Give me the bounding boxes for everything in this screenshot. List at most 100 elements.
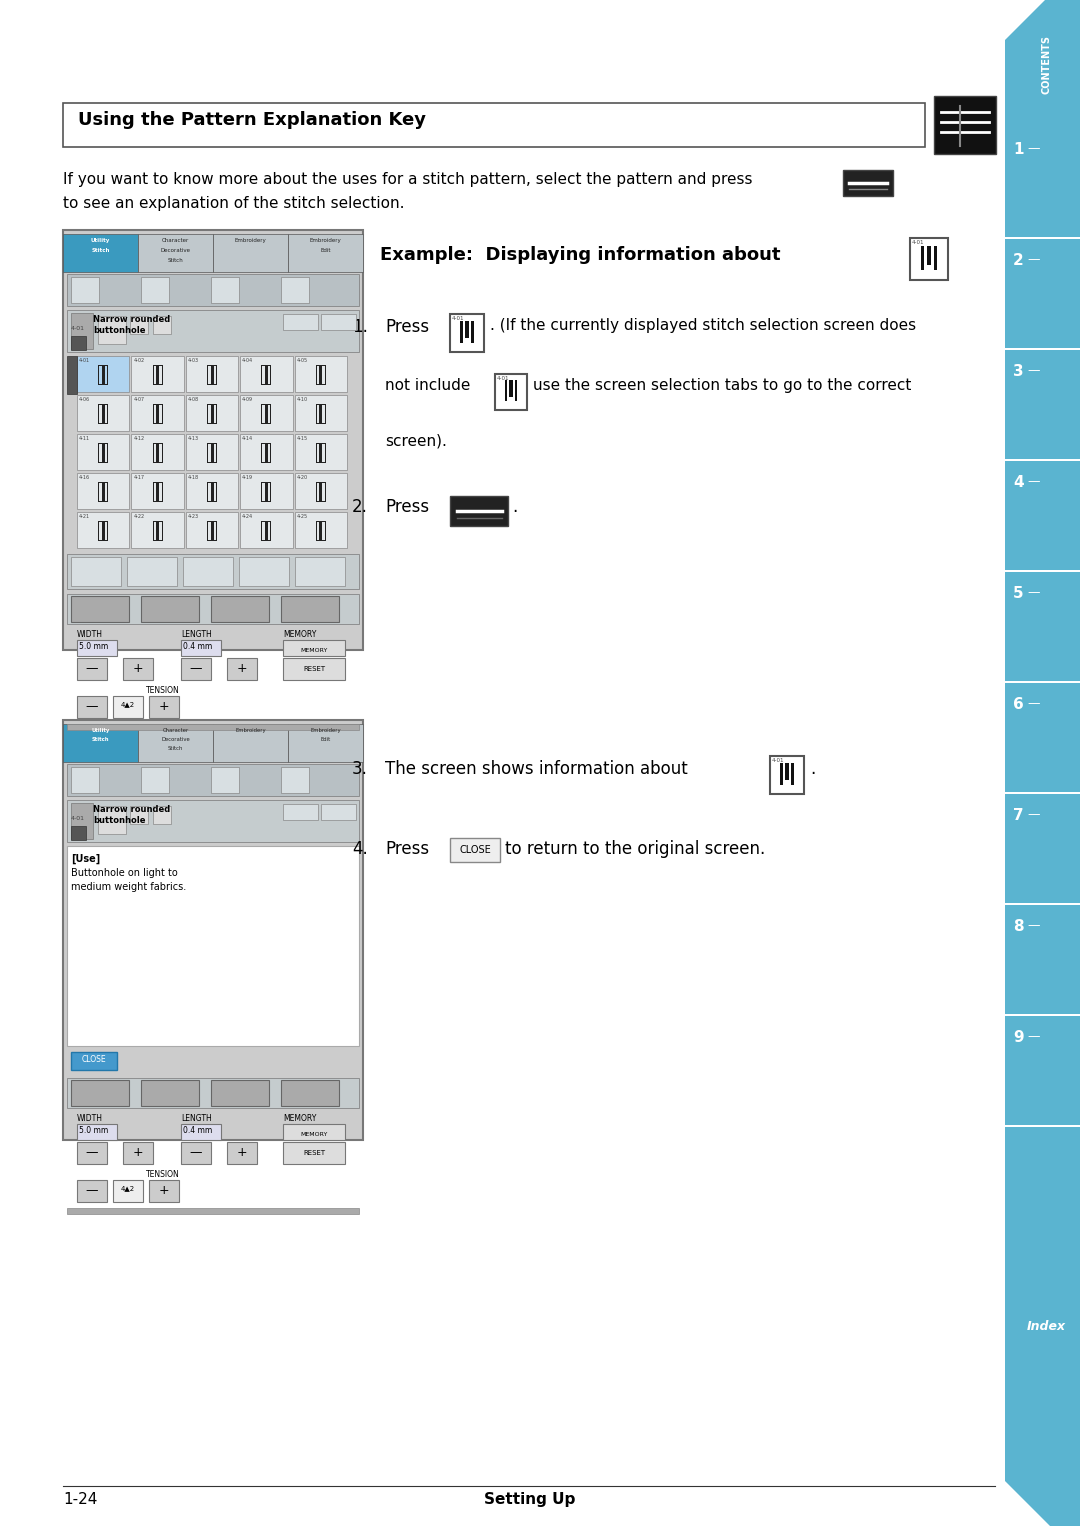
Bar <box>211 444 214 462</box>
Bar <box>152 482 163 502</box>
Bar <box>71 826 86 839</box>
Bar <box>265 484 268 501</box>
Text: MEMORY: MEMORY <box>283 630 316 639</box>
Bar <box>102 404 105 423</box>
Text: The screen shows information about: The screen shows information about <box>384 760 688 778</box>
Bar <box>99 484 107 501</box>
Text: Utility: Utility <box>92 728 110 732</box>
Bar <box>1005 905 1080 1013</box>
Bar <box>149 1180 179 1202</box>
Text: 4-13: 4-13 <box>188 436 199 441</box>
Bar <box>207 520 217 542</box>
Text: 4-06: 4-06 <box>79 397 90 401</box>
Text: not include: not include <box>384 378 471 394</box>
Bar <box>321 804 356 819</box>
Text: 4-10: 4-10 <box>297 397 308 401</box>
Text: 4-01: 4-01 <box>79 359 90 363</box>
Text: Stitch: Stitch <box>167 746 184 751</box>
Bar <box>153 484 162 501</box>
Bar <box>283 658 345 681</box>
Bar <box>149 696 179 719</box>
Bar <box>186 395 239 430</box>
Bar <box>132 395 184 430</box>
Bar <box>181 658 211 681</box>
Text: 4-03: 4-03 <box>188 359 199 363</box>
Bar <box>98 443 108 462</box>
Text: LENGTH: LENGTH <box>181 1114 212 1123</box>
Text: 4-01: 4-01 <box>772 758 784 763</box>
Bar <box>265 444 268 462</box>
Text: Narrow rounded: Narrow rounded <box>93 806 171 813</box>
Bar <box>320 366 322 385</box>
Bar <box>153 316 171 334</box>
Bar <box>211 768 239 794</box>
Bar <box>207 482 217 502</box>
Text: RESET: RESET <box>302 665 325 671</box>
Text: Press: Press <box>384 317 429 336</box>
Bar <box>71 557 121 586</box>
Bar <box>181 1141 211 1164</box>
Bar <box>71 313 93 349</box>
Text: Buttonhole on light to: Buttonhole on light to <box>71 868 178 877</box>
Bar <box>98 316 126 343</box>
Text: .: . <box>512 497 517 516</box>
Bar <box>157 484 159 501</box>
Bar <box>152 443 163 462</box>
Text: 9: 9 <box>1013 1030 1024 1045</box>
Bar <box>99 444 107 462</box>
Bar <box>1005 1128 1080 1526</box>
Text: 4▲2: 4▲2 <box>121 1186 135 1190</box>
Text: 6: 6 <box>1013 697 1024 713</box>
Text: 4-20: 4-20 <box>297 475 308 481</box>
Bar <box>315 520 326 542</box>
Bar <box>315 365 326 385</box>
Bar <box>227 1141 257 1164</box>
Text: Embroidery: Embroidery <box>235 728 266 732</box>
Text: +: + <box>159 1184 170 1198</box>
Text: [Use]: [Use] <box>71 855 100 864</box>
Bar <box>67 554 359 589</box>
Bar <box>261 404 271 424</box>
Bar <box>921 246 936 270</box>
Bar <box>320 484 322 501</box>
Text: +: + <box>237 1146 247 1160</box>
Text: +: + <box>237 662 247 676</box>
Bar <box>63 233 138 272</box>
Text: Using the Pattern Explanation Key: Using the Pattern Explanation Key <box>78 111 426 130</box>
Text: 4-01: 4-01 <box>71 327 85 331</box>
Bar <box>67 845 359 1045</box>
Text: 0.4 mm: 0.4 mm <box>183 642 213 652</box>
Bar <box>240 513 293 548</box>
Bar <box>67 356 77 394</box>
Bar <box>132 473 184 510</box>
Bar <box>320 522 322 540</box>
Bar <box>186 356 239 392</box>
Bar <box>77 639 117 656</box>
Bar <box>71 768 99 794</box>
Bar <box>67 310 359 353</box>
Text: 4-25: 4-25 <box>297 514 308 519</box>
Text: Utility: Utility <box>91 238 110 243</box>
Bar <box>316 404 325 423</box>
Text: —: — <box>1027 1030 1039 1042</box>
Text: Stitch: Stitch <box>92 249 110 253</box>
Text: Press: Press <box>384 839 429 858</box>
Bar <box>123 658 153 681</box>
Bar <box>186 473 239 510</box>
Bar <box>71 278 99 304</box>
Bar <box>1005 240 1080 348</box>
Bar <box>77 696 107 719</box>
Bar <box>77 473 130 510</box>
Text: 4-01: 4-01 <box>912 240 924 246</box>
Text: Setting Up: Setting Up <box>484 1492 576 1508</box>
Bar <box>1005 461 1080 571</box>
Bar <box>261 520 271 542</box>
Bar <box>283 1125 345 1140</box>
Bar <box>63 720 363 1140</box>
Bar <box>265 522 268 540</box>
Bar <box>240 356 293 392</box>
Bar <box>127 557 177 586</box>
Bar <box>141 1080 199 1106</box>
Bar <box>67 275 359 307</box>
Bar <box>71 803 93 839</box>
